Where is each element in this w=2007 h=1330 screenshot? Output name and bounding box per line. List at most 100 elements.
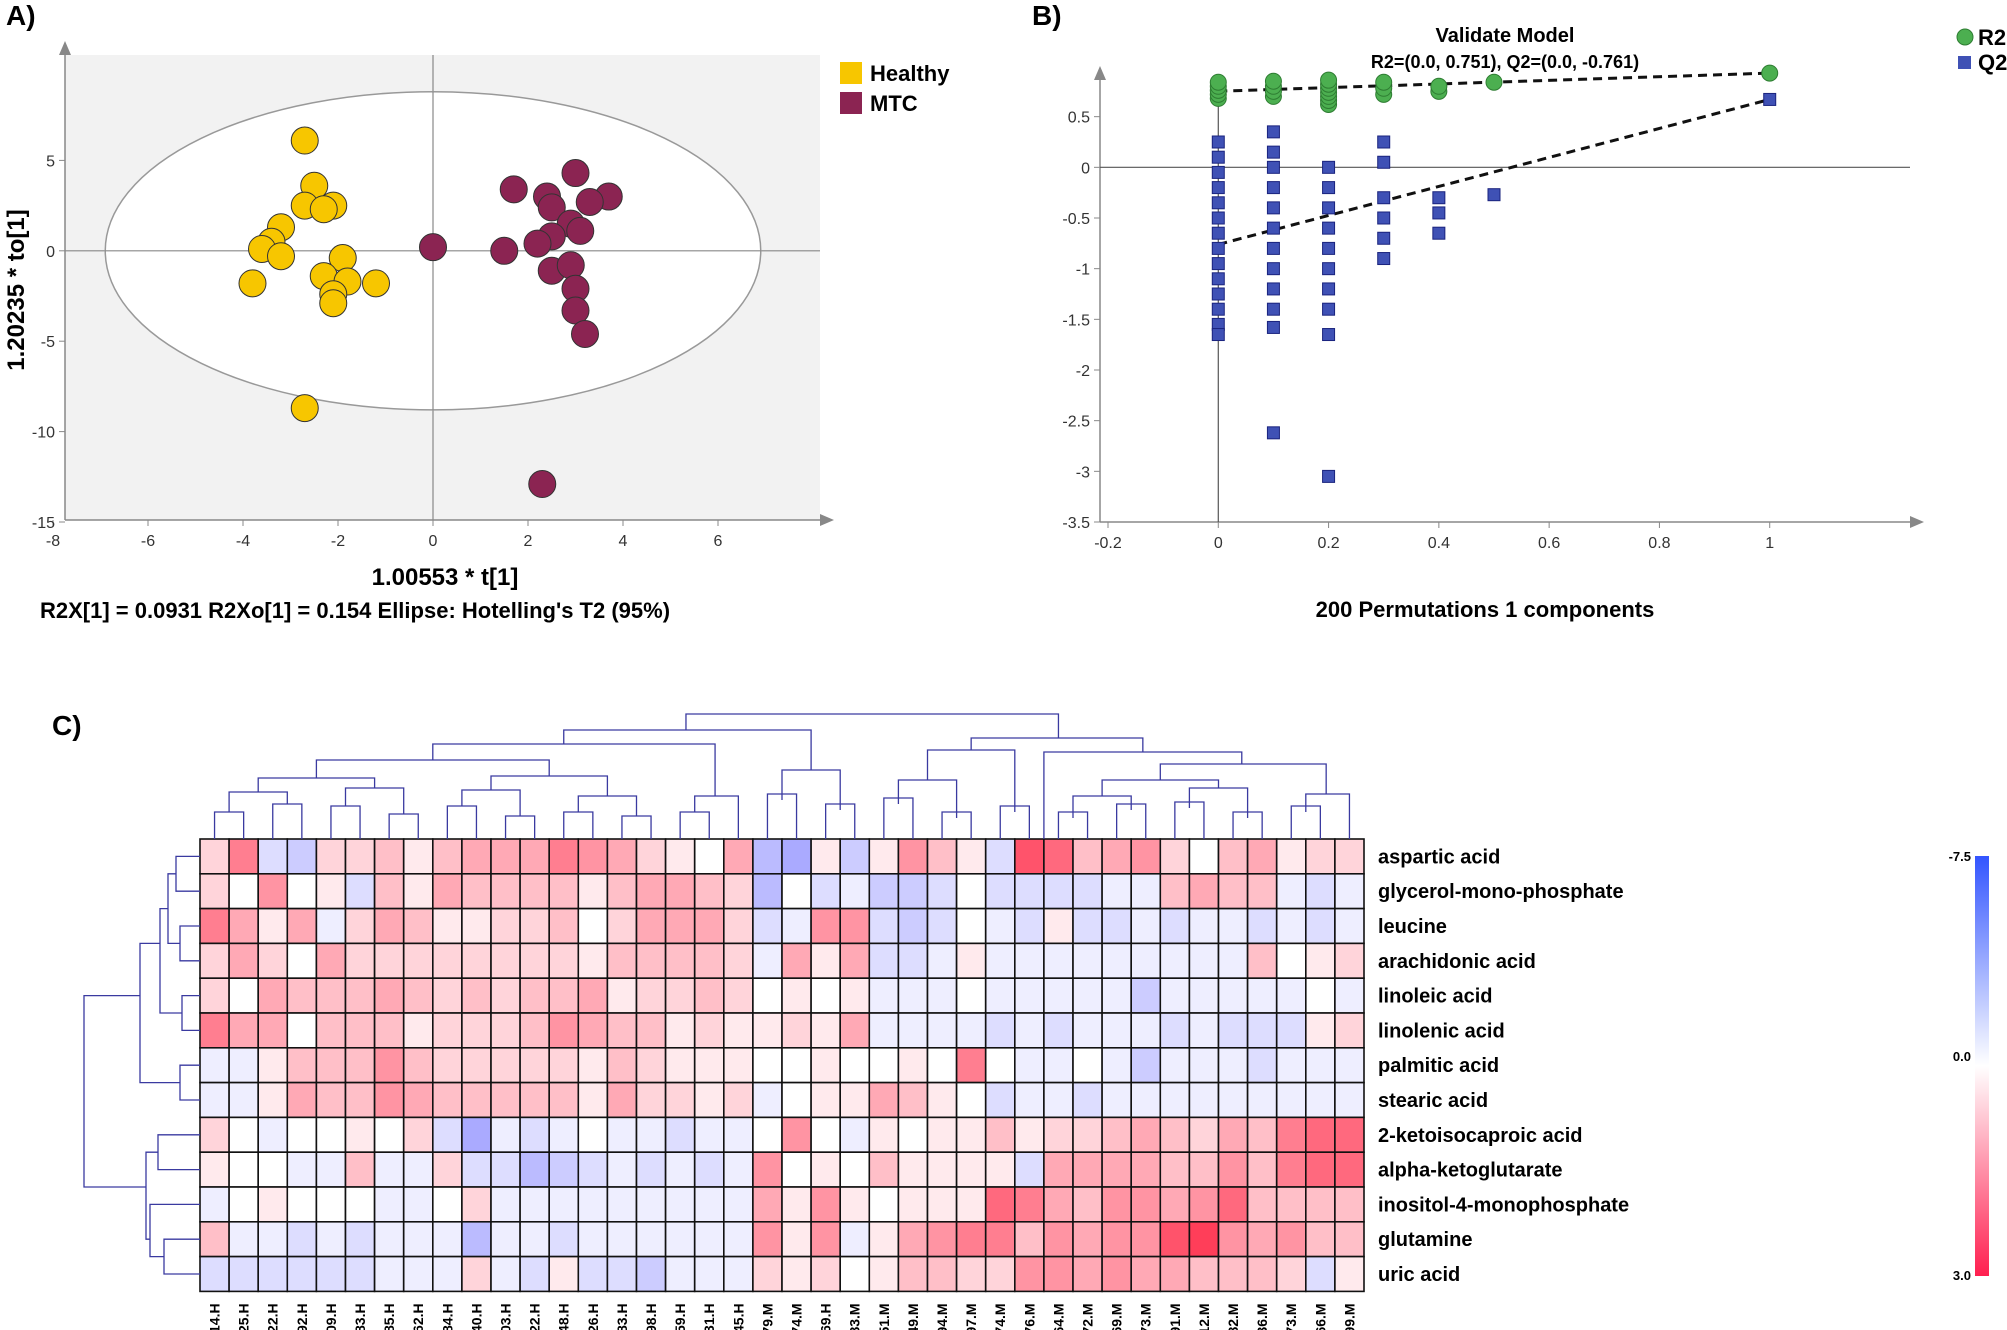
- heatmap-cell: [781, 977, 812, 1014]
- heatmap-cell: [693, 838, 725, 875]
- column-label: 383.H: [614, 1303, 630, 1330]
- heatmap-cell: [286, 942, 318, 979]
- x-tick-label: 0.8: [1648, 535, 1670, 552]
- heatmap-cell: [1043, 1151, 1074, 1188]
- heatmap-cell: [926, 942, 958, 979]
- heatmap-cell: [1217, 1046, 1249, 1084]
- row-dendrogram-link: [159, 907, 182, 1014]
- heatmap-cell: [722, 1081, 754, 1119]
- heatmap-cell: [519, 1081, 550, 1119]
- heatmap-cell: [839, 942, 871, 979]
- heatmap-cell: [1130, 1255, 1162, 1293]
- heatmap-cell: [490, 873, 521, 910]
- heatmap-cell: [664, 1116, 696, 1153]
- q2-point: [1266, 145, 1280, 159]
- y-tick-label: -2.5: [1062, 414, 1090, 431]
- heatmap-cell: [1101, 1151, 1132, 1188]
- r2-point: [1264, 72, 1282, 90]
- heatmap-cell: [1275, 1255, 1307, 1293]
- heatmap-cell: [461, 838, 492, 875]
- heatmap-cell: [1043, 942, 1074, 979]
- heatmap-cell: [693, 1151, 725, 1188]
- heatmap-cell: [228, 977, 260, 1014]
- heatmap-cell: [431, 1151, 463, 1188]
- heatmap-cell: [984, 1116, 1016, 1153]
- q2-point: [1211, 272, 1225, 286]
- column-dendrogram-link: [577, 795, 638, 816]
- heatmap-cell: [431, 907, 463, 945]
- q2-point: [1211, 302, 1225, 316]
- heatmap-cell: [781, 873, 812, 910]
- y-tick-label: -10: [32, 425, 55, 442]
- heatmap-cell: [461, 1081, 492, 1119]
- heatmap-cell: [1275, 1081, 1307, 1119]
- heatmap-cell: [722, 838, 754, 875]
- x-tick-label: 4: [619, 533, 628, 550]
- heatmap-cell: [1013, 838, 1045, 875]
- heatmap-cell: [897, 1012, 929, 1049]
- heatmap-cell: [1305, 942, 1336, 979]
- column-dendrogram-link: [272, 803, 303, 839]
- heatmap-cell: [1013, 1046, 1045, 1084]
- heatmap-cell: [1217, 838, 1249, 875]
- q2-point: [1266, 201, 1280, 215]
- heatmap-cell: [402, 1081, 434, 1119]
- heatmap-cell: [402, 942, 434, 979]
- q2-point: [1322, 469, 1336, 483]
- heatmap-cell: [1072, 1116, 1103, 1153]
- heatmap-cell: [752, 942, 783, 979]
- heatmap-cell: [781, 1255, 812, 1293]
- heatmap-cell: [577, 1151, 609, 1188]
- heatmap-cell: [228, 1186, 260, 1223]
- heatmap-cell: [1246, 1081, 1278, 1119]
- heatmap-cell: [1188, 942, 1220, 979]
- heatmap-cell: [926, 907, 958, 945]
- q2-point: [1322, 262, 1336, 276]
- mtc-point: [571, 319, 599, 348]
- q2-point: [1266, 262, 1280, 276]
- heatmap-cell: [752, 1255, 783, 1293]
- heatmap-cell: [1305, 838, 1336, 875]
- heatmap-cell: [897, 838, 929, 875]
- heatmap-cell: [577, 942, 609, 979]
- heatmap-cell: [1275, 1012, 1307, 1049]
- permutation-caption: 200 Permutations 1 components: [1316, 597, 1655, 622]
- heatmap-cell: [955, 1081, 987, 1119]
- heatmap-cell: [606, 1151, 638, 1188]
- heatmap-cell: [1072, 1151, 1103, 1188]
- heatmap-cell: [548, 1255, 580, 1293]
- heatmap-cell: [286, 838, 318, 875]
- heatmap-cell: [461, 1186, 492, 1223]
- column-label: 322.H: [527, 1303, 543, 1330]
- heatmap-cell: [1334, 977, 1365, 1014]
- q2-point: [1211, 257, 1225, 271]
- row-dendrogram-link: [179, 1064, 200, 1101]
- x-tick-label: 2: [524, 533, 533, 550]
- heatmap-cell: [315, 1012, 347, 1049]
- heatmap-cell: [635, 838, 667, 875]
- q2-point: [1211, 241, 1225, 255]
- y-tick-label: 5: [46, 153, 55, 170]
- heatmap-cell: [519, 1046, 550, 1084]
- heatmap-cell: [257, 873, 289, 910]
- heatmap-cell: [519, 942, 550, 979]
- colorbar-bottom-label: 3.0: [1953, 1268, 1971, 1283]
- q2-point: [1211, 196, 1225, 210]
- y-tick-label: -0.5: [1062, 211, 1090, 228]
- legend-label-healthy: Healthy: [870, 61, 950, 86]
- heatmap-cell: [984, 838, 1016, 875]
- heatmap-cell: [548, 838, 580, 875]
- heatmap-cell: [461, 1046, 492, 1084]
- heatmap-cell: [1043, 1012, 1074, 1049]
- heatmap-cell: [1072, 1220, 1103, 1258]
- heatmap-cell: [1130, 1081, 1162, 1119]
- heatmap-cell: [1101, 1255, 1132, 1293]
- heatmap-cell: [199, 1220, 230, 1258]
- heatmap-cell: [781, 1081, 812, 1119]
- q2-point: [1322, 160, 1336, 174]
- heatmap-cell: [257, 838, 289, 875]
- q2-point: [1211, 181, 1225, 195]
- heatmap-cell: [344, 1186, 376, 1223]
- r2-point: [1761, 64, 1779, 82]
- heatmap-cell: [926, 977, 958, 1014]
